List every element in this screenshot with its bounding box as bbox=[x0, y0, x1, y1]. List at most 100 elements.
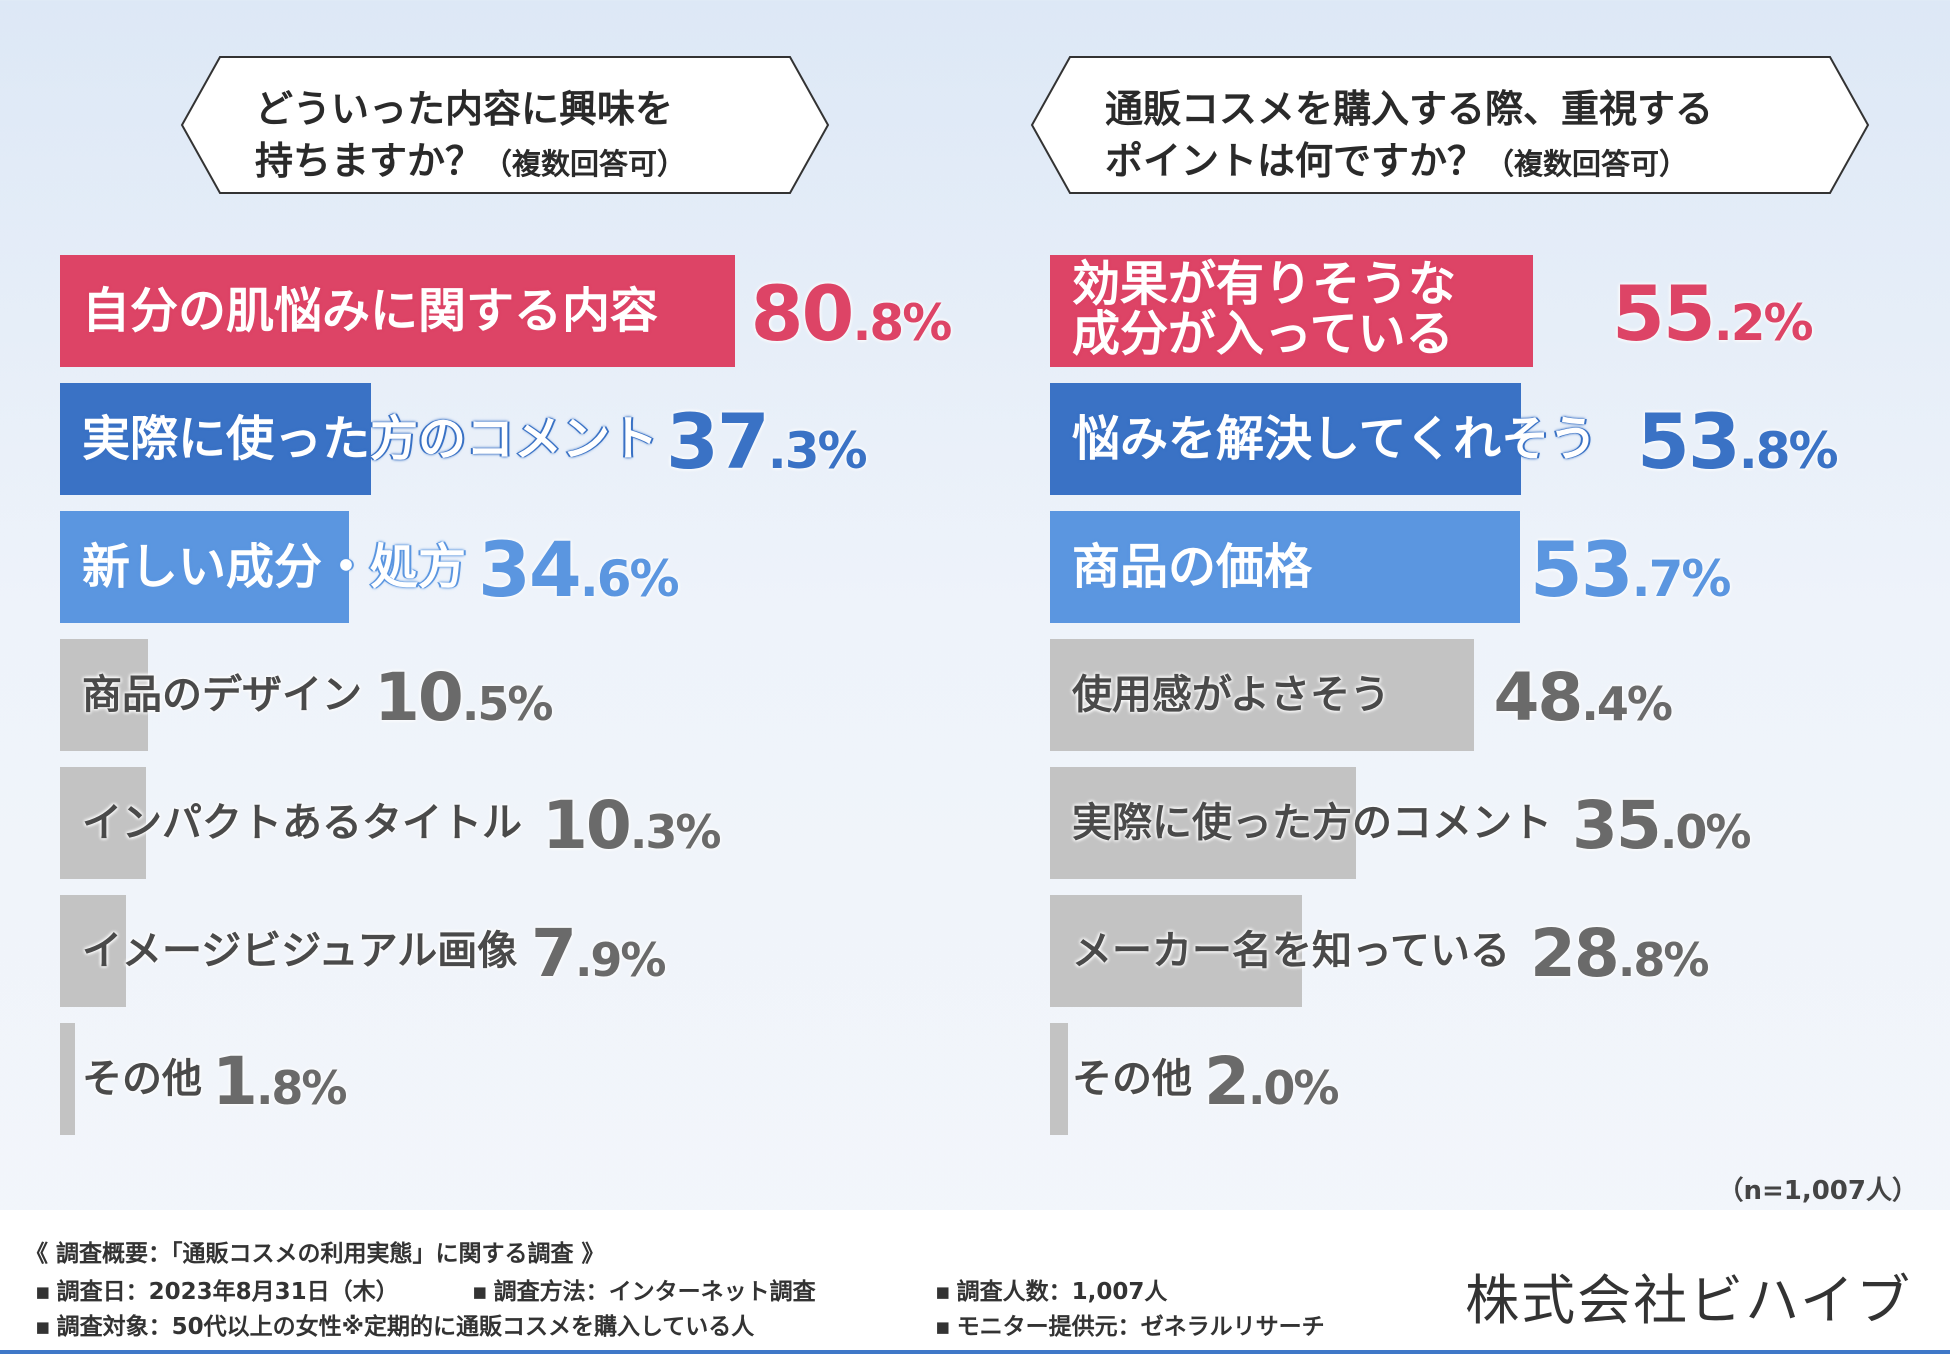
survey-footer: 《 調査概要：「通販コスメの利用実態」に関する調査 》 調査日：2023年8月3… bbox=[0, 1210, 1950, 1354]
chart-title-line1: どういった内容に興味を bbox=[255, 87, 674, 131]
question-box-left: どういった内容に興味を 持ちますか？（複数回答可） bbox=[180, 55, 830, 195]
chart-title-line2: 持ちますか？ bbox=[255, 139, 484, 183]
chart-title-line2: ポイントは何ですか？ bbox=[1105, 139, 1486, 183]
chart-right: 通販コスメを購入する際、重視する ポイントは何ですか？（複数回答可） 効果が有り… bbox=[1030, 55, 1920, 1135]
survey-target: 調査対象：50代以上の女性※定期的に通販コスメを購入している人 bbox=[35, 1307, 755, 1341]
value-integer: 53 bbox=[1637, 397, 1741, 486]
bar-value-label: 10.5% bbox=[374, 639, 554, 751]
bar bbox=[1050, 255, 1533, 367]
bar bbox=[60, 639, 148, 751]
bar-row: 実際に使った方のコメント 37.3% bbox=[60, 383, 985, 495]
chart-title-right: 通販コスメを購入する際、重視する ポイントは何ですか？（複数回答可） bbox=[1105, 83, 1830, 190]
value-integer: 28 bbox=[1530, 915, 1620, 992]
bar-label: 悩みを解決してくれそう bbox=[1072, 411, 1598, 467]
bar bbox=[1050, 1023, 1068, 1135]
bar-row: その他 1.8% bbox=[60, 1023, 985, 1135]
bar bbox=[60, 255, 735, 367]
bar-label: 効果が有りそうな 成分が入っている bbox=[1072, 255, 1592, 371]
survey-monitor: モニター提供元：ゼネラルリサーチ bbox=[935, 1307, 1325, 1341]
bar-value-label: 28.8% bbox=[1530, 895, 1710, 1007]
survey-count: 調査人数：1,007人 bbox=[935, 1272, 1168, 1306]
value-integer: 10 bbox=[542, 787, 632, 864]
value-integer: 55 bbox=[1612, 269, 1716, 358]
bar-label: 実際に使った方のコメント bbox=[82, 411, 659, 467]
bar bbox=[1050, 639, 1474, 751]
survey-method: 調査方法：インターネット調査 bbox=[472, 1272, 816, 1306]
value-decimal: .6% bbox=[579, 550, 680, 608]
value-integer: 80 bbox=[750, 269, 855, 358]
value-decimal: .7% bbox=[1631, 550, 1732, 608]
bar-row: 悩みを解決してくれそう 53.8% bbox=[1050, 383, 1920, 495]
bar bbox=[60, 767, 146, 879]
value-integer: 37 bbox=[666, 397, 770, 486]
bar-label: その他 bbox=[1072, 1056, 1192, 1102]
bar-label: インパクトあるタイトル bbox=[82, 800, 522, 846]
chart-title-note: （複数回答可） bbox=[1485, 147, 1689, 181]
hexagon-frame bbox=[180, 56, 830, 194]
value-decimal: .3% bbox=[629, 805, 722, 859]
bar-row: メーカー名を知っている 28.8% bbox=[1050, 895, 1920, 1007]
value-decimal: .0% bbox=[1247, 1061, 1340, 1115]
bar-value-label: 35.0% bbox=[1572, 767, 1752, 879]
value-integer: 34 bbox=[478, 525, 582, 614]
bar bbox=[60, 1023, 76, 1135]
value-decimal: .8% bbox=[1617, 933, 1710, 987]
bar bbox=[60, 895, 126, 1007]
bar-row: 自分の肌悩みに関する内容 80.8% bbox=[60, 255, 985, 367]
value-decimal: .5% bbox=[461, 677, 554, 731]
chart-title-line1: 通販コスメを購入する際、重視する bbox=[1105, 87, 1714, 131]
bar-value-label: 80.8% bbox=[750, 255, 953, 367]
bar-row: イメージビジュアル画像 7.9% bbox=[60, 895, 985, 1007]
bar-value-label: 2.0% bbox=[1204, 1023, 1340, 1135]
value-decimal: .9% bbox=[574, 933, 667, 987]
bar-row: 実際に使った方のコメント 35.0% bbox=[1050, 767, 1920, 879]
value-integer: 1 bbox=[212, 1043, 258, 1120]
bar-label: その他 bbox=[82, 1056, 202, 1102]
survey-date: 調査日：2023年8月31日（木） bbox=[35, 1272, 399, 1306]
bar-row: インパクトあるタイトル 10.3% bbox=[60, 767, 985, 879]
company-logo: 株式会社ビハイブ bbox=[1465, 1269, 1912, 1332]
hexagon-frame bbox=[1030, 56, 1870, 194]
chart-title-left: どういった内容に興味を 持ちますか？（複数回答可） bbox=[255, 83, 790, 190]
bar-row: 商品の価格 53.7% bbox=[1050, 511, 1920, 623]
bar-value-label: 10.3% bbox=[542, 767, 722, 879]
bar-value-label: 53.8% bbox=[1637, 383, 1839, 495]
bar-label: 商品のデザイン bbox=[82, 672, 362, 718]
chart-left: どういった内容に興味を 持ちますか？（複数回答可） 自分の肌悩みに関する内容 80… bbox=[60, 55, 985, 1135]
bar-label: 自分の肌悩みに関する内容 bbox=[82, 283, 659, 339]
bar-row: 使用感がよさそう 48.4% bbox=[1050, 639, 1920, 751]
bar-label-line: 効果が有りそうな bbox=[1072, 256, 1457, 312]
value-decimal: .2% bbox=[1713, 294, 1814, 352]
value-decimal: .3% bbox=[767, 422, 868, 480]
bar-value-label: 7.9% bbox=[531, 895, 667, 1007]
bar-value-label: 34.6% bbox=[478, 511, 680, 623]
value-integer: 35 bbox=[1572, 787, 1662, 864]
bar bbox=[1050, 767, 1357, 879]
question-box-right: 通販コスメを購入する際、重視する ポイントは何ですか？（複数回答可） bbox=[1030, 55, 1870, 195]
bar-row: 効果が有りそうな 成分が入っている 55.2% bbox=[1050, 255, 1920, 367]
value-decimal: .0% bbox=[1659, 805, 1752, 859]
bar-value-label: 1.8% bbox=[212, 1023, 348, 1135]
bar-label: 商品の価格 bbox=[1072, 539, 1313, 595]
value-integer: 7 bbox=[531, 915, 577, 992]
bar-label: 実際に使った方のコメント bbox=[1072, 800, 1552, 846]
bar-label: 使用感がよさそう bbox=[1072, 672, 1390, 718]
chart-title-note: （複数回答可） bbox=[483, 147, 687, 181]
sample-size-note: （n=1,007人） bbox=[1717, 1176, 1918, 1206]
bar-label: メーカー名を知っている bbox=[1072, 928, 1510, 974]
value-decimal: .4% bbox=[1581, 677, 1673, 731]
bar-value-label: 37.3% bbox=[666, 383, 868, 495]
value-integer: 2 bbox=[1204, 1043, 1250, 1120]
bar-row: 商品のデザイン 10.5% bbox=[60, 639, 985, 751]
survey-title: 《 調査概要：「通販コスメの利用実態」に関する調査 》 bbox=[25, 1241, 605, 1267]
value-integer: 53 bbox=[1529, 525, 1634, 614]
bar-row: その他 2.0% bbox=[1050, 1023, 1920, 1135]
bar-value-label: 53.7% bbox=[1529, 511, 1732, 623]
value-integer: 48 bbox=[1493, 659, 1584, 736]
bar-label-line: 成分が入っている bbox=[1072, 306, 1454, 362]
bar bbox=[1050, 383, 1521, 495]
value-decimal: .8% bbox=[852, 294, 952, 352]
bar-value-label: 48.4% bbox=[1493, 639, 1673, 751]
value-integer: 10 bbox=[374, 659, 464, 736]
bar bbox=[1050, 511, 1520, 623]
